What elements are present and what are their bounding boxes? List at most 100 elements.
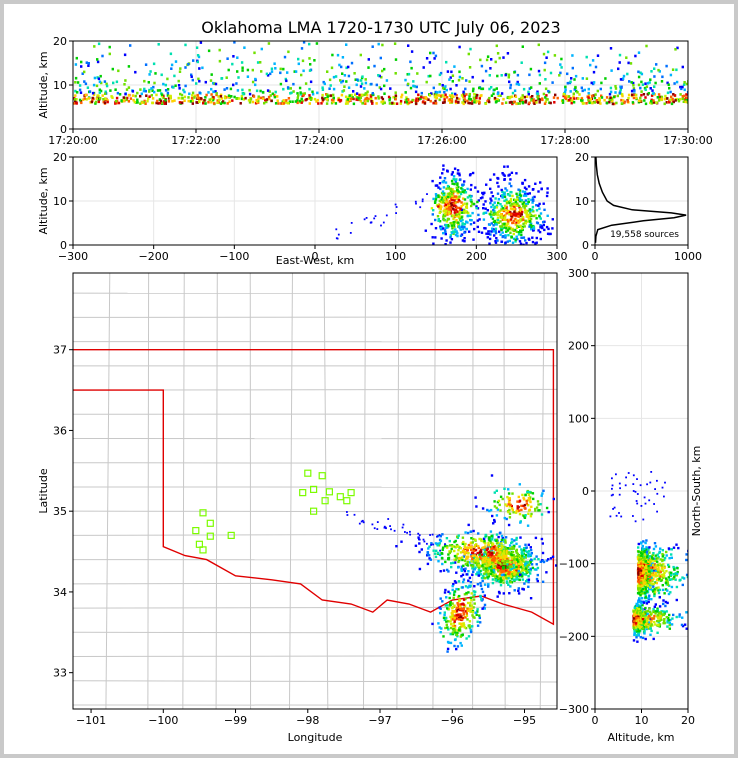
p4-source [455,633,459,637]
p2-source [534,182,537,185]
p2-source [546,191,549,194]
p4-source [464,610,467,613]
p2-source [421,198,424,201]
p4-sources [346,474,557,653]
p4-source [469,596,473,600]
p4-source [417,536,420,539]
p1-source [493,88,496,92]
p2-source [469,214,472,217]
p4-source [471,614,474,617]
p1-source [163,102,166,105]
county-line-vertical [147,273,150,709]
p4-source [487,585,490,588]
p4-source [494,573,497,576]
p1-source [293,70,296,73]
p1-source [149,70,152,73]
p1-source [164,98,167,102]
p1-source [198,91,201,95]
p4-source [465,614,469,617]
p1-source [656,96,659,99]
p4-source [383,525,386,528]
p1-source [378,86,381,89]
p1-source [236,89,240,92]
p1-source [427,74,430,78]
p2-source [443,177,447,180]
p1-source [646,81,650,85]
p1-source [256,61,260,64]
p2-source [471,171,475,175]
p4-source [517,495,520,499]
p2-source [432,209,435,212]
p2-source [516,204,519,207]
p1-source [451,74,455,77]
p2-source [445,239,448,242]
p1-source [212,96,215,99]
p1-source [461,95,465,99]
p2-source [459,207,462,210]
p1-source [178,101,182,104]
p1-source [265,98,269,101]
p1-source [501,102,504,105]
p4-source [484,542,487,545]
p4-source [486,508,489,512]
p5-source [650,623,653,626]
p1-source [513,100,516,104]
p1-source [573,78,576,81]
p1-source [450,100,453,103]
p4-source [477,574,480,577]
p1-source [413,85,416,88]
p4-source [517,567,520,571]
p5-source [643,553,647,556]
p4-source [456,603,460,606]
p2-source [520,213,523,216]
p1-source [632,87,636,90]
p2-source [443,212,447,216]
p1-source [79,100,83,103]
p1-source [240,97,244,101]
p5-source [663,592,666,595]
p1-source [649,78,652,81]
p4-source [515,509,518,513]
p4-source [498,503,501,507]
p5-source [673,568,676,571]
p4-source [432,549,435,552]
p5-source [644,594,648,598]
p2-source [524,219,527,222]
p1-source [266,89,270,92]
p5-source [675,574,678,577]
p2-source [505,227,508,230]
p5-source [642,568,645,572]
p4-source [498,552,501,555]
p5-source [652,610,655,613]
p1-source [191,99,194,103]
p1-source [92,83,96,87]
p4-source [490,474,494,477]
p2-source [461,203,465,207]
p4-source [480,576,484,580]
p2-source [465,227,468,231]
p5-source [654,571,657,575]
p2-source [542,223,545,227]
p2-source [508,182,511,185]
p2-source [462,183,465,186]
p1-source [399,102,402,105]
p2-source [426,193,428,195]
p2-source [473,227,476,231]
p1-source [259,61,262,64]
p1-source [162,82,165,86]
p1-source [452,95,455,98]
p1-source [383,84,386,88]
p1-source [510,100,513,104]
p4-source [458,626,462,629]
p1-source [78,98,82,102]
p2-source [528,225,531,228]
p2-source [508,227,511,230]
p1-source [543,102,547,105]
p2-source [443,209,446,213]
p2-source [509,207,513,210]
p4-source [447,590,450,593]
p2-source [435,196,438,199]
p1-source [308,42,311,46]
p1-source [257,97,260,101]
p4-source [517,554,520,558]
